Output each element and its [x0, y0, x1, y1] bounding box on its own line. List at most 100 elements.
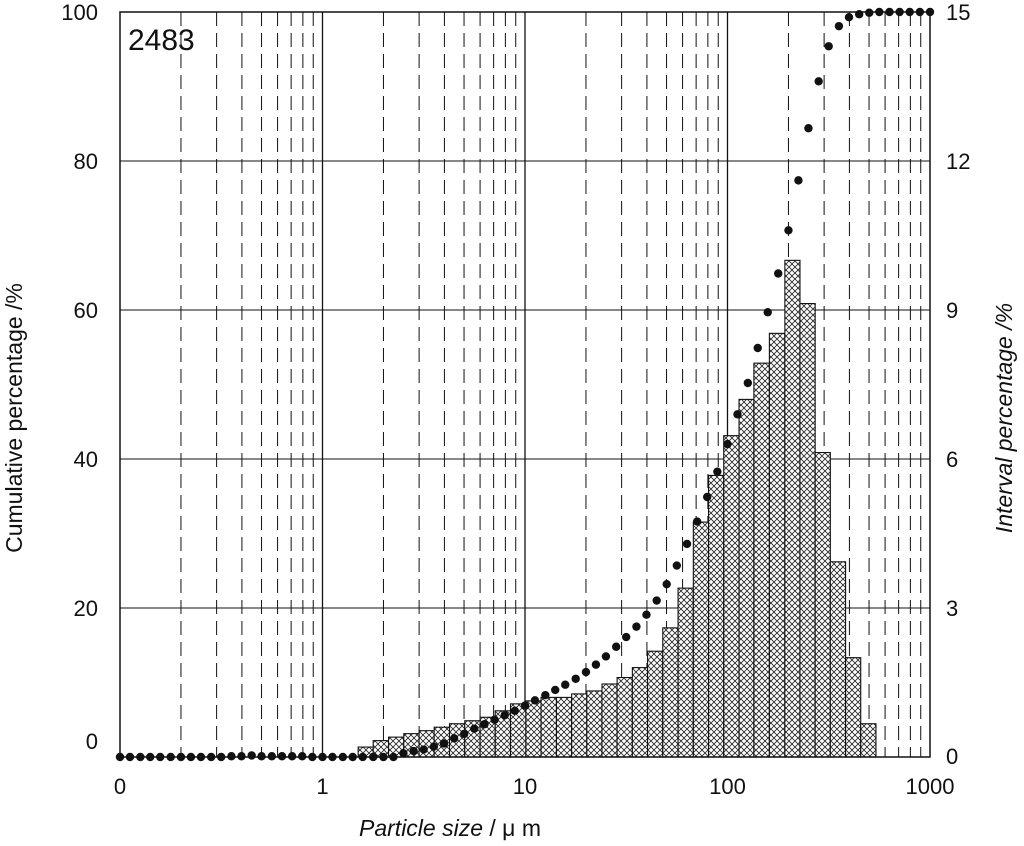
cumulative-point	[257, 752, 266, 761]
cumulative-point	[844, 13, 854, 22]
cumulative-point	[328, 752, 337, 762]
left-y-tick-label: 80	[74, 149, 98, 174]
cumulative-point	[621, 632, 631, 642]
x-axis-title-unit: / μ m	[483, 815, 541, 841]
x-tick-label: 0	[114, 774, 126, 799]
histogram-bar	[738, 398, 755, 758]
cumulative-point	[561, 680, 570, 689]
cumulative-point	[591, 660, 601, 669]
cumulative-point	[369, 752, 378, 762]
cumulative-point	[449, 734, 459, 743]
cumulative-point	[348, 752, 357, 762]
histogram-bar	[829, 561, 847, 758]
cumulative-point	[713, 467, 722, 476]
cumulative-point	[247, 751, 256, 760]
cumulative-point	[925, 7, 935, 17]
cumulative-point	[308, 752, 317, 762]
cumulative-point	[824, 42, 833, 51]
cumulative-point	[500, 711, 509, 720]
cumulative-point	[875, 7, 884, 17]
x-axis-title-main: Particle size	[359, 815, 483, 841]
histogram-bar	[586, 690, 603, 758]
cumulative-point	[672, 561, 682, 570]
right-y-tick-label: 6	[946, 447, 958, 472]
cumulative-point	[784, 226, 793, 235]
left-y-tick-label: 100	[61, 0, 98, 25]
cumulative-point	[480, 720, 489, 729]
cumulative-point	[854, 10, 864, 19]
histogram-bar	[571, 693, 588, 758]
cumulative-point	[156, 752, 165, 762]
cumulative-point	[166, 752, 175, 762]
cumulative-point	[834, 21, 844, 31]
cumulative-point	[379, 752, 388, 762]
cumulative-point	[743, 378, 753, 388]
cumulative-point	[298, 752, 307, 761]
cumulative-point	[581, 667, 591, 677]
cumulative-point	[571, 674, 580, 683]
cumulative-point	[216, 752, 226, 762]
cumulative-point	[389, 752, 398, 762]
cumulative-point	[551, 685, 560, 695]
cumulative-point	[429, 742, 439, 751]
cumulative-point	[277, 752, 287, 761]
cumulative-point	[642, 610, 651, 619]
histogram-bar	[814, 451, 831, 758]
cumulative-point	[206, 752, 216, 762]
left-y-tick-label: 60	[74, 298, 98, 323]
cumulative-point	[318, 752, 327, 762]
histogram-bar	[677, 587, 694, 758]
cumulative-point	[632, 622, 641, 631]
plot-frame	[119, 11, 931, 758]
histogram-bar	[723, 435, 740, 758]
cumulative-point	[196, 752, 206, 762]
histogram-bar	[555, 696, 573, 758]
cumulative-point	[490, 715, 499, 724]
histogram-bar	[601, 683, 618, 758]
cumulative-point	[186, 752, 196, 762]
right-y-tick-label: 9	[946, 298, 958, 323]
cumulative-point	[763, 308, 772, 317]
cumulative-point	[470, 724, 479, 733]
cumulative-point	[399, 749, 408, 758]
left-y-tick-label: 0	[86, 729, 98, 754]
cumulative-point	[287, 752, 297, 761]
cumulative-point	[733, 410, 742, 419]
cumulative-point	[409, 746, 418, 756]
histogram-bar	[662, 627, 679, 758]
right-y-tick-label: 3	[946, 596, 958, 621]
cumulative-point	[510, 706, 520, 716]
cumulative-point	[601, 652, 611, 661]
cumulative-point	[652, 596, 661, 605]
cumulative-point	[662, 579, 671, 589]
histogram-bar	[540, 696, 558, 758]
right-y-tick-label: 12	[946, 149, 970, 174]
histogram-bar	[768, 332, 786, 758]
cumulative-point	[146, 752, 155, 762]
cumulative-point	[520, 701, 530, 710]
cumulative-point	[358, 752, 367, 762]
histogram-bar	[707, 474, 725, 758]
histogram-bar	[753, 362, 770, 758]
cumulative-point	[723, 439, 732, 449]
left-y-tick-label: 40	[74, 447, 98, 472]
cumulative-point	[460, 729, 469, 739]
cumulative-point	[703, 492, 712, 502]
right-y-tick-label: 0	[946, 744, 958, 769]
cumulative-point	[753, 343, 762, 353]
cumulative-point	[794, 176, 803, 185]
histogram-bar	[784, 259, 801, 758]
cumulative-point	[227, 752, 236, 761]
cumulative-point	[774, 269, 783, 278]
histogram-bar	[647, 650, 664, 758]
histogram-bar	[525, 700, 542, 758]
x-tick-label: 1	[316, 774, 328, 799]
histogram-bar	[799, 302, 816, 758]
cumulative-point	[419, 745, 428, 754]
cumulative-point	[905, 7, 914, 17]
histogram-bar	[860, 723, 877, 758]
cumulative-point	[267, 752, 277, 761]
cumulative-point	[439, 739, 449, 748]
